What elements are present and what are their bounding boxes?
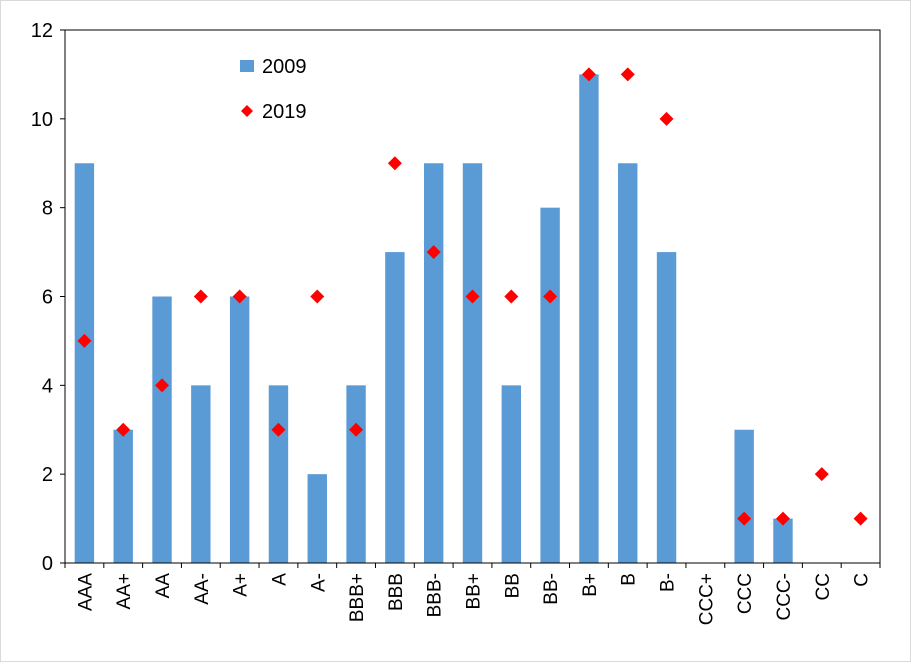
x-tick-label: AAA — [75, 573, 96, 611]
marker-2019 — [310, 289, 325, 304]
bar-2009 — [307, 474, 327, 563]
marker-2019 — [155, 378, 170, 393]
bar-2009 — [618, 163, 638, 563]
legend-label-2009: 2009 — [262, 56, 307, 78]
x-tick-label: B- — [658, 573, 679, 592]
y-tick-label: 12 — [31, 20, 53, 42]
x-tick-label: A+ — [231, 573, 252, 597]
x-tick-label: CC — [813, 573, 834, 600]
bar-2009 — [734, 429, 754, 563]
x-tick-label: A- — [308, 573, 329, 592]
x-tick-label: AA — [153, 573, 174, 599]
x-tick-label: BBB+ — [347, 573, 368, 622]
marker-2019 — [581, 67, 596, 82]
x-tick-label: AA- — [192, 573, 213, 605]
marker-2019 — [504, 289, 519, 304]
x-tick-label: CCC- — [774, 573, 795, 621]
bar-2009 — [773, 518, 793, 563]
marker-2019 — [349, 422, 364, 437]
legend-swatch-2019 — [241, 105, 253, 117]
legend: 2009 2019 — [240, 56, 307, 123]
bar-2009 — [152, 296, 172, 563]
y-tick-label: 6 — [42, 287, 53, 309]
y-tick-label: 8 — [42, 198, 53, 220]
bar-2009 — [501, 385, 522, 563]
bar-2009 — [462, 163, 483, 563]
x-tick-label: B+ — [580, 573, 601, 597]
marker-2019 — [426, 245, 441, 260]
x-tick-label: B — [619, 573, 640, 586]
bar-2009 — [656, 252, 677, 564]
plot-area — [74, 67, 868, 564]
marker-2019 — [387, 156, 402, 171]
marker-2019 — [775, 511, 790, 526]
marker-2019 — [659, 111, 674, 126]
marker-2019 — [271, 422, 286, 437]
bar-2009 — [74, 163, 95, 563]
x-tick-label: BB — [502, 573, 523, 598]
bar-2009 — [191, 385, 211, 563]
x-tick-label: BB- — [541, 573, 562, 605]
x-tick-label: BBB — [386, 573, 407, 611]
y-tick-label: 4 — [42, 375, 53, 397]
bar-2009 — [229, 296, 250, 563]
marker-2019 — [814, 467, 829, 482]
x-tick-label: BBB- — [425, 573, 446, 617]
x-tick-label: AA+ — [114, 573, 135, 609]
marker-2019 — [193, 289, 208, 304]
y-tick-label: 0 — [42, 553, 53, 575]
bar-2009 — [268, 385, 289, 563]
marker-2019 — [232, 289, 247, 304]
y-tick-label: 10 — [31, 109, 53, 131]
bar-2009 — [423, 163, 444, 563]
marker-2019 — [853, 511, 868, 526]
x-tick-label: C — [852, 573, 873, 587]
marker-2019 — [620, 67, 635, 82]
x-tick-label: A — [269, 573, 290, 586]
bar-2009 — [579, 74, 599, 564]
bar-2009 — [113, 429, 133, 563]
marker-2019 — [543, 289, 558, 304]
x-tick-label: CCC+ — [696, 573, 717, 625]
legend-swatch-2009 — [240, 60, 254, 72]
bar-2009 — [346, 385, 366, 563]
marker-2019 — [116, 422, 131, 437]
x-tick-label: CCC — [735, 573, 756, 614]
marker-2019 — [737, 511, 752, 526]
marker-2019 — [77, 333, 92, 348]
legend-label-2019: 2019 — [262, 101, 307, 123]
bar-2009 — [385, 252, 405, 564]
marker-2019 — [465, 289, 480, 304]
bar-2009 — [540, 207, 560, 563]
y-tick-label: 2 — [42, 464, 53, 486]
x-tick-label: BB+ — [464, 573, 485, 609]
